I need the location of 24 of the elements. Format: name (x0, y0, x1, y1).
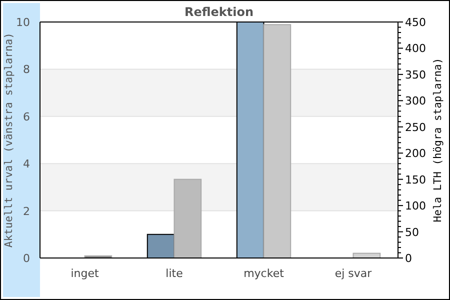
x-tick-label: mycket (244, 267, 285, 280)
y2-axis-title: Hela LTH (högra staplarna) (432, 58, 444, 222)
y2-tick-label: 350 (405, 68, 426, 82)
x-tick-label: ej svar (334, 267, 372, 280)
y-tick-label: 10 (16, 16, 30, 29)
chart-title: Reflektion (184, 5, 254, 19)
y-tick-label: 6 (23, 110, 30, 124)
x-tick-label: lite (166, 267, 184, 280)
y2-tick-label: 450 (405, 16, 426, 29)
y2-tick-label: 100 (405, 200, 426, 213)
y2-tick-label: 250 (405, 120, 426, 134)
bar (174, 178, 202, 258)
y2-tick-label: 200 (405, 147, 426, 160)
x-tick-label: inget (70, 267, 100, 280)
y-tick-label: 2 (23, 204, 30, 218)
y2-tick-label: 300 (405, 94, 426, 108)
y-tick-label: 8 (23, 63, 30, 76)
y2-tick-label: 400 (405, 42, 426, 56)
y2-tick-label: 0 (405, 252, 412, 265)
y2-tick-label: 50 (405, 226, 419, 239)
y-tick-label: 4 (23, 158, 30, 171)
y2-tick-label: 150 (405, 173, 426, 186)
y-tick-label: 0 (23, 252, 30, 265)
y-axis-title: Aktuellt urval (vänstra staplarna) (3, 32, 15, 248)
